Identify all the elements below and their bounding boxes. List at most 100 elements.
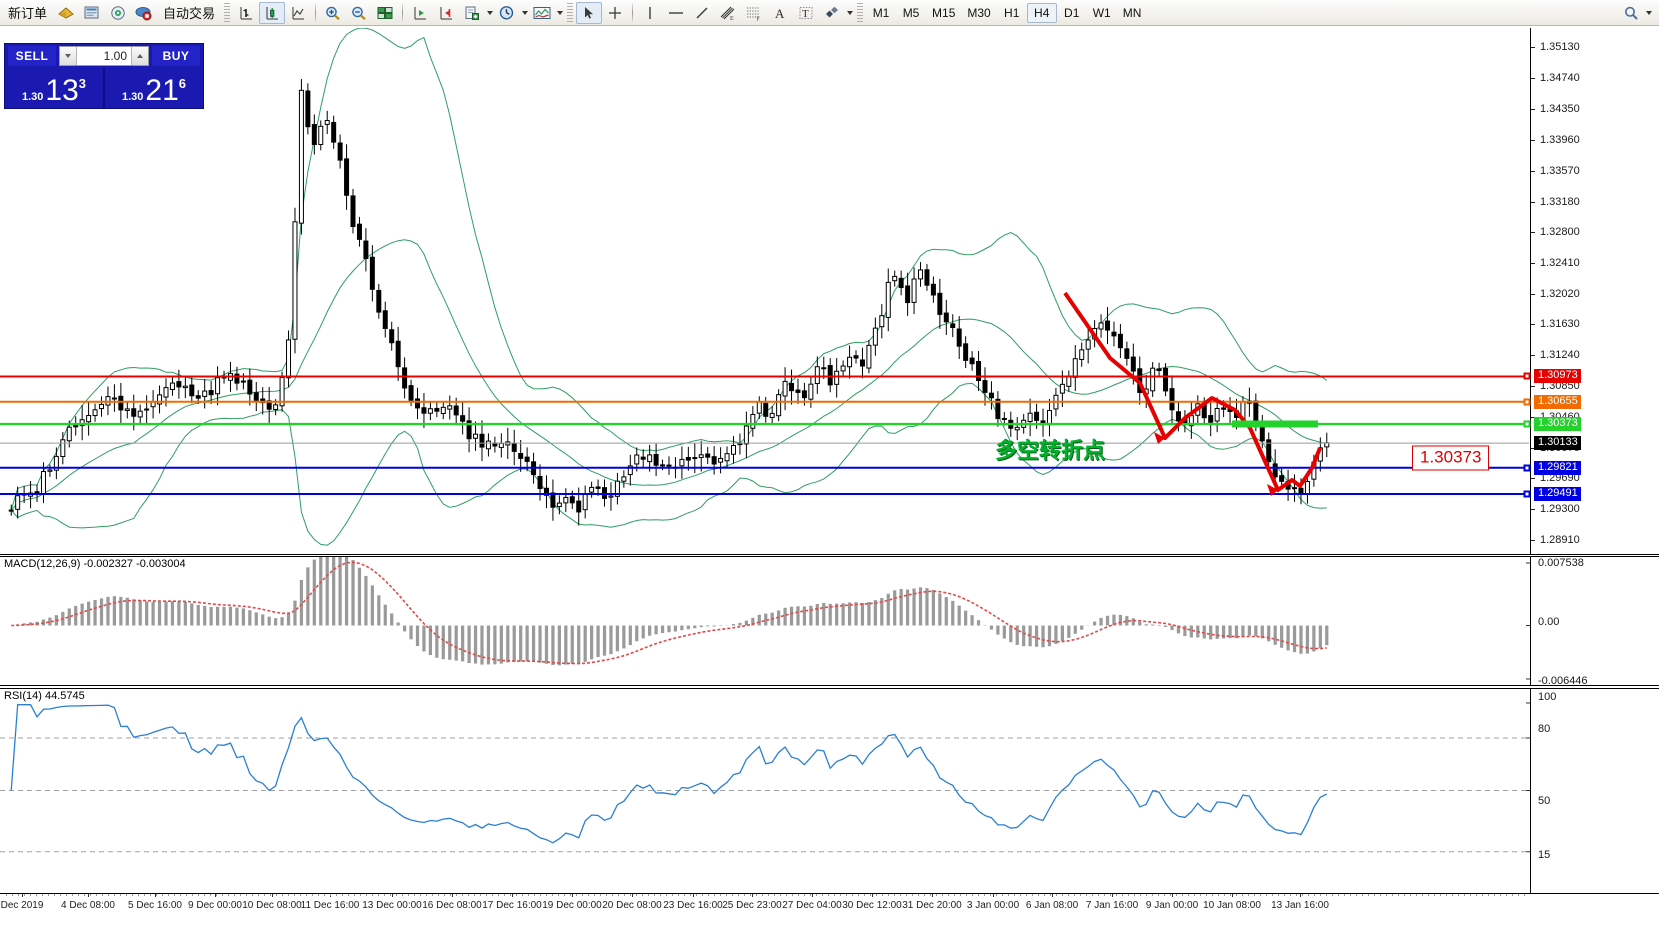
indicators-icon[interactable] — [529, 2, 555, 24]
arrows-chevron-down-icon[interactable] — [845, 3, 854, 23]
tf-w1[interactable]: W1 — [1092, 5, 1111, 20]
price-line-handle[interactable] — [1523, 372, 1531, 380]
navigator-icon[interactable] — [105, 2, 131, 24]
price-annotation-box[interactable]: 1.30373 — [1412, 445, 1490, 471]
volume-decrease-button[interactable] — [60, 47, 77, 65]
autotrade-button[interactable]: 自动交易 — [163, 6, 216, 21]
tf-m5[interactable]: M5 — [902, 5, 920, 20]
time-axis-minor-tick — [1164, 894, 1165, 896]
vertical-line-icon[interactable] — [637, 2, 663, 24]
time-axis-minor-tick — [1380, 894, 1381, 896]
price-line-chip[interactable]: 1.30973 — [1534, 369, 1581, 384]
time-axis-label: 3 Jan 00:00 — [966, 900, 1020, 911]
time-axis-minor-tick — [1386, 894, 1387, 896]
drawn-trend-arrow[interactable] — [1063, 291, 1322, 492]
time-axis-minor-tick — [1218, 894, 1219, 896]
candlestick-chart-icon[interactable] — [259, 1, 286, 24]
text-box-icon[interactable]: T — [793, 2, 819, 24]
period-clock-icon[interactable] — [494, 2, 520, 24]
buy-price-point: 6 — [178, 76, 187, 91]
price-line-chip[interactable]: 1.30655 — [1534, 394, 1581, 409]
tf-m30[interactable]: M30 — [967, 5, 991, 20]
buy-price-display[interactable]: 1.30 21 6 — [103, 68, 203, 108]
tf-m1[interactable]: M1 — [872, 5, 890, 20]
rsi-pane[interactable]: RSI(14) 44.5745 100 80 50 15 — [0, 688, 1659, 893]
macd-plot-area[interactable] — [0, 557, 1659, 685]
time-axis-minor-tick — [48, 894, 49, 896]
one-click-trading-panel[interactable]: SELL 1.00 BUY 1.30 13 3 1.30 21 6 — [4, 43, 204, 109]
macd-axis-line — [1530, 557, 1531, 685]
price-chart-pane[interactable]: 1.35130 1.34740 1.34350 1.33960 1.33570 1.331… — [0, 28, 1659, 555]
time-axis-minor-tick — [1314, 894, 1315, 896]
chinese-annotation-text[interactable]: 多空转折点 — [995, 439, 1106, 464]
shift-end-icon[interactable] — [433, 2, 459, 24]
sell-price-prefix: 1.30 — [21, 91, 44, 103]
volume-stepper[interactable]: 1.00 — [59, 46, 149, 66]
crosshair-icon[interactable] — [602, 2, 628, 24]
toolbar-grip[interactable] — [224, 2, 231, 23]
time-axis-minor-tick — [1188, 894, 1189, 896]
arrows-icon[interactable] — [819, 2, 845, 24]
time-axis-minor-tick — [1182, 894, 1183, 896]
autotrade-icon[interactable] — [131, 2, 157, 24]
cursor-icon[interactable] — [576, 1, 603, 24]
price-line-chip[interactable]: 1.30133 — [1534, 436, 1581, 451]
time-axis-minor-tick — [396, 894, 397, 896]
buy-button[interactable]: BUY — [152, 46, 200, 66]
text-label-icon[interactable]: A — [767, 2, 793, 24]
templates-icon[interactable] — [459, 2, 485, 24]
tf-h4[interactable]: H4 — [1026, 2, 1057, 23]
horizontal-line-icon[interactable] — [663, 2, 689, 24]
tf-m15[interactable]: M15 — [932, 5, 956, 20]
sell-button[interactable]: SELL — [8, 46, 56, 66]
tf-d1[interactable]: D1 — [1064, 5, 1080, 20]
toolbar-grip-3[interactable] — [857, 2, 864, 23]
price-plot-area[interactable] — [0, 28, 1659, 554]
terminal-icon[interactable] — [79, 2, 105, 24]
time-axis-minor-tick — [612, 894, 613, 896]
price-line-handle[interactable] — [1523, 420, 1531, 428]
zoom-in-icon[interactable] — [320, 2, 346, 24]
new-order-button[interactable]: 新订单 — [8, 6, 48, 21]
buy-price-prefix: 1.30 — [121, 91, 144, 103]
zoom-out-icon[interactable] — [346, 2, 372, 24]
time-axis-minor-tick — [228, 894, 229, 896]
rsi-title: RSI(14) 44.5745 — [2, 690, 87, 702]
tile-windows-icon[interactable] — [372, 2, 398, 24]
search-chevron-down-icon[interactable] — [1644, 3, 1653, 23]
tf-mn[interactable]: MN — [1122, 5, 1142, 20]
time-axis-minor-tick — [294, 894, 295, 896]
expert-advisor-icon[interactable] — [53, 2, 79, 24]
time-axis-minor-tick — [72, 894, 73, 896]
price-line-chip[interactable]: 1.29821 — [1534, 460, 1581, 475]
templates-chevron-down-icon[interactable] — [485, 3, 494, 23]
time-axis-minor-tick — [648, 894, 649, 896]
price-line-handle[interactable] — [1523, 490, 1531, 498]
time-axis-minor-tick — [324, 894, 325, 896]
time-axis-minor-tick — [1482, 894, 1483, 896]
tf-h1[interactable]: H1 — [1004, 5, 1020, 20]
volume-increase-button[interactable] — [131, 47, 148, 65]
indicators-chevron-down-icon[interactable] — [555, 3, 564, 23]
volume-input[interactable]: 1.00 — [77, 47, 131, 65]
price-line-handle[interactable] — [1523, 464, 1531, 472]
macd-pane[interactable]: MACD(12,26,9) -0.002327 -0.003004 0.0075… — [0, 556, 1659, 687]
period-chevron-down-icon[interactable] — [520, 3, 529, 23]
sell-price-display[interactable]: 1.30 13 3 — [5, 68, 103, 108]
rsi-plot-area[interactable] — [0, 689, 1659, 893]
time-axis-minor-tick — [1230, 894, 1231, 896]
time-axis-tick — [1172, 894, 1173, 897]
line-chart-icon[interactable] — [285, 2, 311, 24]
price-line-chip[interactable]: 1.29491 — [1534, 486, 1581, 501]
fibonacci-icon[interactable]: F — [741, 2, 767, 24]
equidistant-channel-icon[interactable]: E — [715, 2, 741, 24]
toolbar-grip-2[interactable] — [567, 2, 574, 23]
time-axis-label: Dec 2019 — [0, 900, 44, 911]
time-axis-tick — [1300, 894, 1301, 897]
bar-chart-icon[interactable] — [233, 2, 259, 24]
shift-start-icon[interactable] — [407, 2, 433, 24]
price-line-chip[interactable]: 1.30373 — [1534, 417, 1581, 432]
search-icon[interactable] — [1618, 2, 1644, 24]
trendline-icon[interactable] — [689, 2, 715, 24]
price-line-handle[interactable] — [1523, 398, 1531, 406]
